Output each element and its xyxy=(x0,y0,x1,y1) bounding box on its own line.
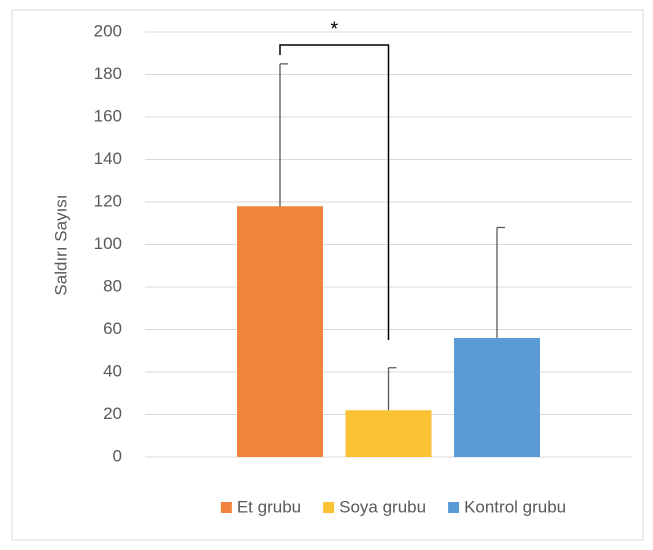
y-tick-label: 100 xyxy=(94,234,122,253)
y-tick-label: 60 xyxy=(103,319,122,338)
y-tick-label: 160 xyxy=(94,106,122,125)
legend-label: Et grubu xyxy=(237,497,301,516)
y-tick-label: 120 xyxy=(94,191,122,210)
bar xyxy=(454,338,540,457)
y-tick-label: 80 xyxy=(103,276,122,295)
y-tick-label: 140 xyxy=(94,149,122,168)
legend-swatch xyxy=(220,502,232,513)
legend-label: Soya grubu xyxy=(339,497,426,516)
annotation: * xyxy=(330,18,338,40)
bar xyxy=(237,206,323,457)
error-bar xyxy=(279,63,288,207)
legend-swatch xyxy=(323,502,335,513)
y-tick-label: 200 xyxy=(94,21,122,40)
chart-frame xyxy=(11,9,644,541)
error-bar xyxy=(496,226,505,338)
y-tick-label: 180 xyxy=(94,64,122,83)
legend-label: Kontrol grubu xyxy=(464,497,566,516)
y-tick-label: 0 xyxy=(113,446,122,465)
y-tick-label: 20 xyxy=(103,404,122,423)
bar xyxy=(345,410,432,457)
significance-bracket xyxy=(279,44,390,340)
error-bar xyxy=(387,367,397,411)
y-axis-label: Saldırı Sayısı xyxy=(51,194,70,295)
y-tick-label: 40 xyxy=(103,361,122,380)
legend-swatch xyxy=(448,502,460,513)
